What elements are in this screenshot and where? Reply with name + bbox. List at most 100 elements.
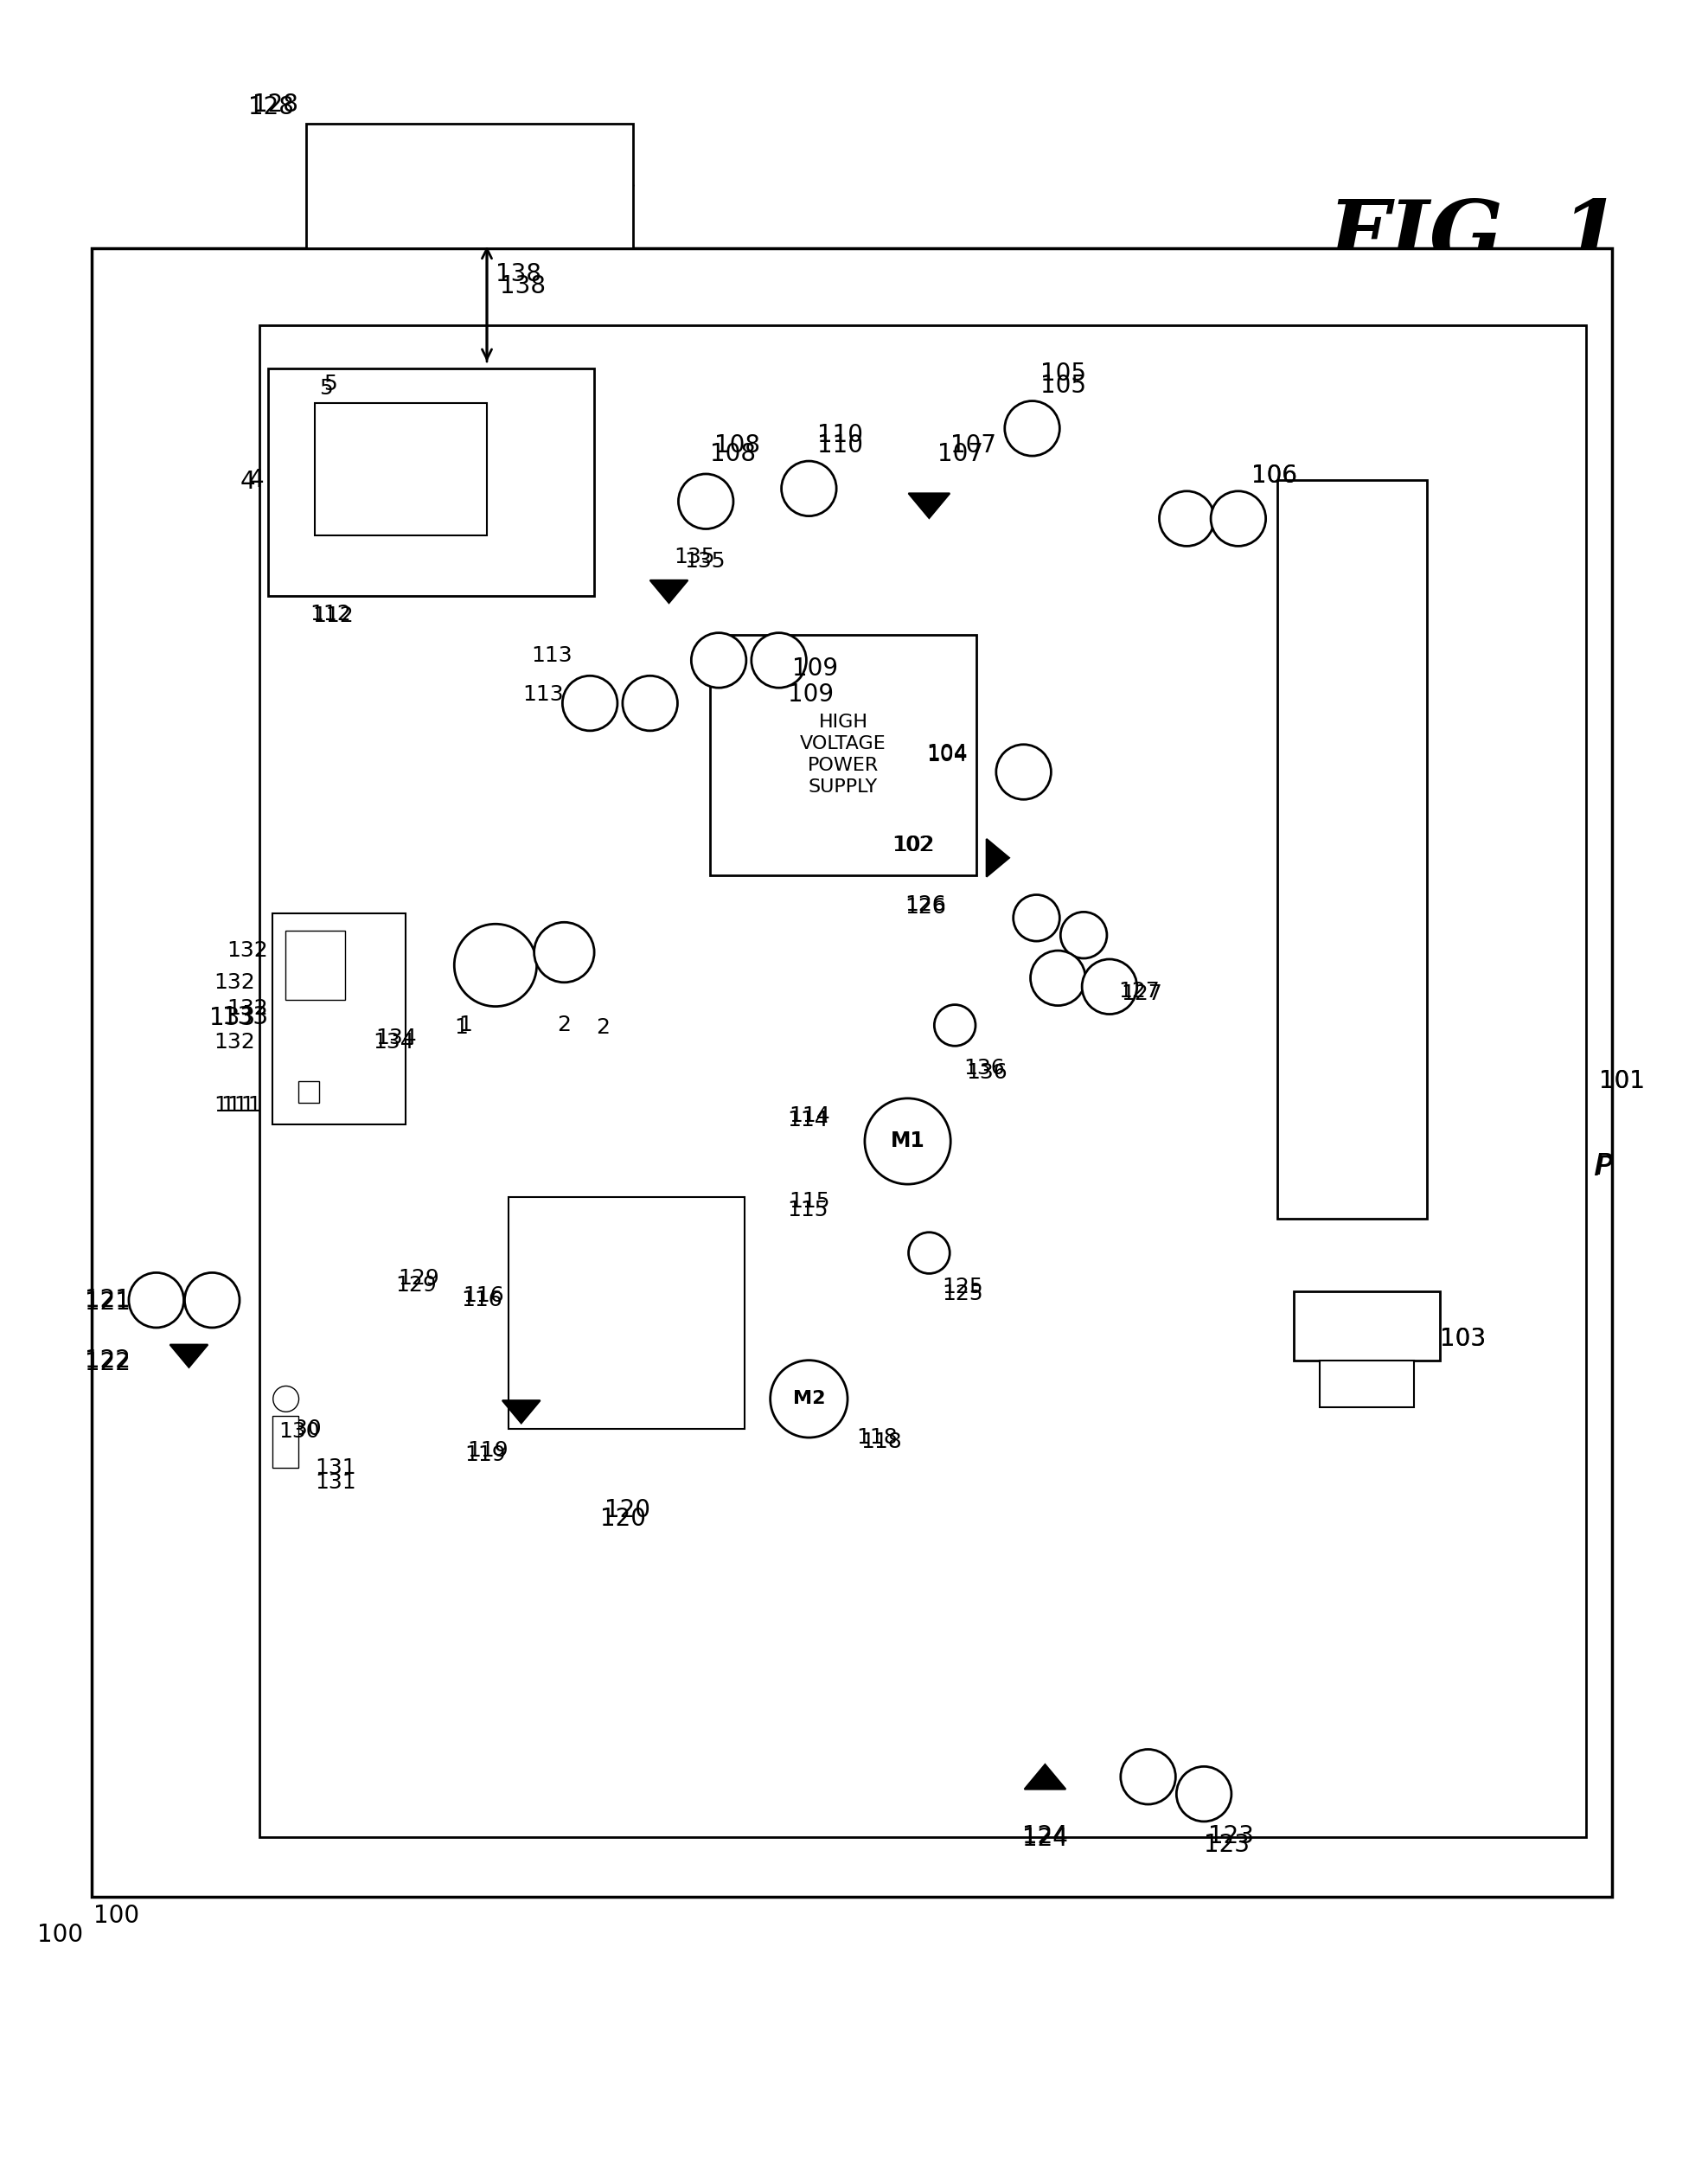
Text: 104: 104 xyxy=(926,742,968,764)
Text: 133: 133 xyxy=(222,1006,268,1029)
Bar xyxy=(306,123,634,248)
Circle shape xyxy=(273,1385,299,1411)
Text: 132: 132 xyxy=(227,997,268,1019)
Text: 119: 119 xyxy=(468,1439,509,1461)
Text: 119: 119 xyxy=(465,1444,506,1465)
Text: 4: 4 xyxy=(239,470,254,494)
Circle shape xyxy=(1211,492,1266,546)
Text: 2: 2 xyxy=(557,1014,570,1036)
Polygon shape xyxy=(171,1344,208,1368)
Circle shape xyxy=(1030,952,1085,1006)
Bar xyxy=(272,1416,297,1467)
Text: 100: 100 xyxy=(94,1903,140,1927)
Circle shape xyxy=(581,1271,634,1321)
Text: 123: 123 xyxy=(1208,1824,1254,1847)
Text: 102: 102 xyxy=(893,835,936,855)
Text: 125: 125 xyxy=(943,1284,984,1306)
Bar xyxy=(285,930,345,999)
Circle shape xyxy=(692,632,746,688)
Bar xyxy=(316,404,487,535)
Text: 135: 135 xyxy=(675,546,716,568)
Text: 112: 112 xyxy=(309,604,352,624)
Text: 124: 124 xyxy=(1021,1826,1068,1852)
Bar xyxy=(260,326,1587,1836)
Circle shape xyxy=(521,1211,693,1381)
Text: 129: 129 xyxy=(398,1269,439,1288)
Text: M2: M2 xyxy=(793,1390,825,1407)
Text: 112: 112 xyxy=(313,604,354,626)
Text: 109: 109 xyxy=(793,656,837,682)
Text: HIGH
VOLTAGE
POWER
SUPPLY: HIGH VOLTAGE POWER SUPPLY xyxy=(799,714,886,796)
Circle shape xyxy=(934,1006,975,1047)
Text: 122: 122 xyxy=(85,1351,130,1375)
Text: 103: 103 xyxy=(1440,1327,1486,1351)
Text: 2: 2 xyxy=(596,1016,610,1038)
Text: 126: 126 xyxy=(905,898,946,917)
Circle shape xyxy=(996,745,1050,798)
Circle shape xyxy=(184,1273,239,1327)
Polygon shape xyxy=(502,1401,540,1422)
Text: 127: 127 xyxy=(1120,984,1161,1003)
Circle shape xyxy=(678,475,733,529)
Text: 125: 125 xyxy=(943,1278,984,1297)
Bar xyxy=(272,913,405,1124)
Text: FIG. 1: FIG. 1 xyxy=(1327,196,1621,281)
Text: 118: 118 xyxy=(861,1431,902,1452)
Text: 110: 110 xyxy=(818,434,863,457)
Bar xyxy=(92,248,1612,1897)
Text: 120: 120 xyxy=(600,1506,646,1532)
Text: 108: 108 xyxy=(714,434,760,457)
Text: 130: 130 xyxy=(280,1418,323,1439)
Text: 116: 116 xyxy=(463,1286,504,1306)
Circle shape xyxy=(454,924,536,1006)
Circle shape xyxy=(864,1098,951,1185)
Text: 109: 109 xyxy=(787,682,834,708)
Text: 128: 128 xyxy=(253,93,297,117)
Circle shape xyxy=(752,632,806,688)
Polygon shape xyxy=(909,494,950,518)
Circle shape xyxy=(1004,401,1059,455)
Text: 115: 115 xyxy=(789,1191,830,1213)
Text: 134: 134 xyxy=(376,1027,417,1049)
Text: 100: 100 xyxy=(38,1923,84,1947)
Circle shape xyxy=(782,462,837,516)
Bar xyxy=(1295,1293,1440,1360)
Text: 5: 5 xyxy=(325,373,338,395)
Polygon shape xyxy=(987,839,1009,876)
Text: 101: 101 xyxy=(1599,1068,1645,1094)
Text: 3: 3 xyxy=(986,850,1001,874)
Text: 105: 105 xyxy=(1040,373,1086,397)
Text: 132: 132 xyxy=(214,971,254,993)
Circle shape xyxy=(535,921,594,982)
Circle shape xyxy=(623,675,678,732)
Text: 114: 114 xyxy=(787,1109,828,1131)
Bar xyxy=(1278,479,1428,1219)
Text: 115: 115 xyxy=(787,1200,828,1221)
Text: 105: 105 xyxy=(1040,360,1086,386)
Circle shape xyxy=(770,1360,847,1437)
Bar xyxy=(268,369,594,596)
Text: 120: 120 xyxy=(605,1498,651,1524)
Text: 126: 126 xyxy=(905,896,946,915)
Text: 121: 121 xyxy=(85,1290,130,1314)
Text: 113: 113 xyxy=(523,684,564,706)
Text: 103: 103 xyxy=(1440,1327,1486,1351)
Bar xyxy=(711,634,977,874)
Circle shape xyxy=(547,1237,668,1355)
Bar xyxy=(297,1081,319,1103)
Text: 132: 132 xyxy=(214,1032,254,1053)
Text: 122: 122 xyxy=(85,1349,130,1372)
Text: 124: 124 xyxy=(1021,1824,1068,1847)
Circle shape xyxy=(1120,1750,1175,1804)
Text: 131: 131 xyxy=(316,1457,357,1478)
Circle shape xyxy=(128,1273,184,1327)
Circle shape xyxy=(1013,896,1059,941)
Text: 111: 111 xyxy=(220,1094,261,1116)
Circle shape xyxy=(1061,913,1107,958)
Circle shape xyxy=(1081,958,1138,1014)
Text: 106: 106 xyxy=(1252,464,1296,488)
Text: P: P xyxy=(1595,1155,1612,1180)
Text: 3: 3 xyxy=(986,850,1001,874)
Text: 136: 136 xyxy=(967,1062,1008,1083)
Text: 1: 1 xyxy=(454,1016,468,1038)
